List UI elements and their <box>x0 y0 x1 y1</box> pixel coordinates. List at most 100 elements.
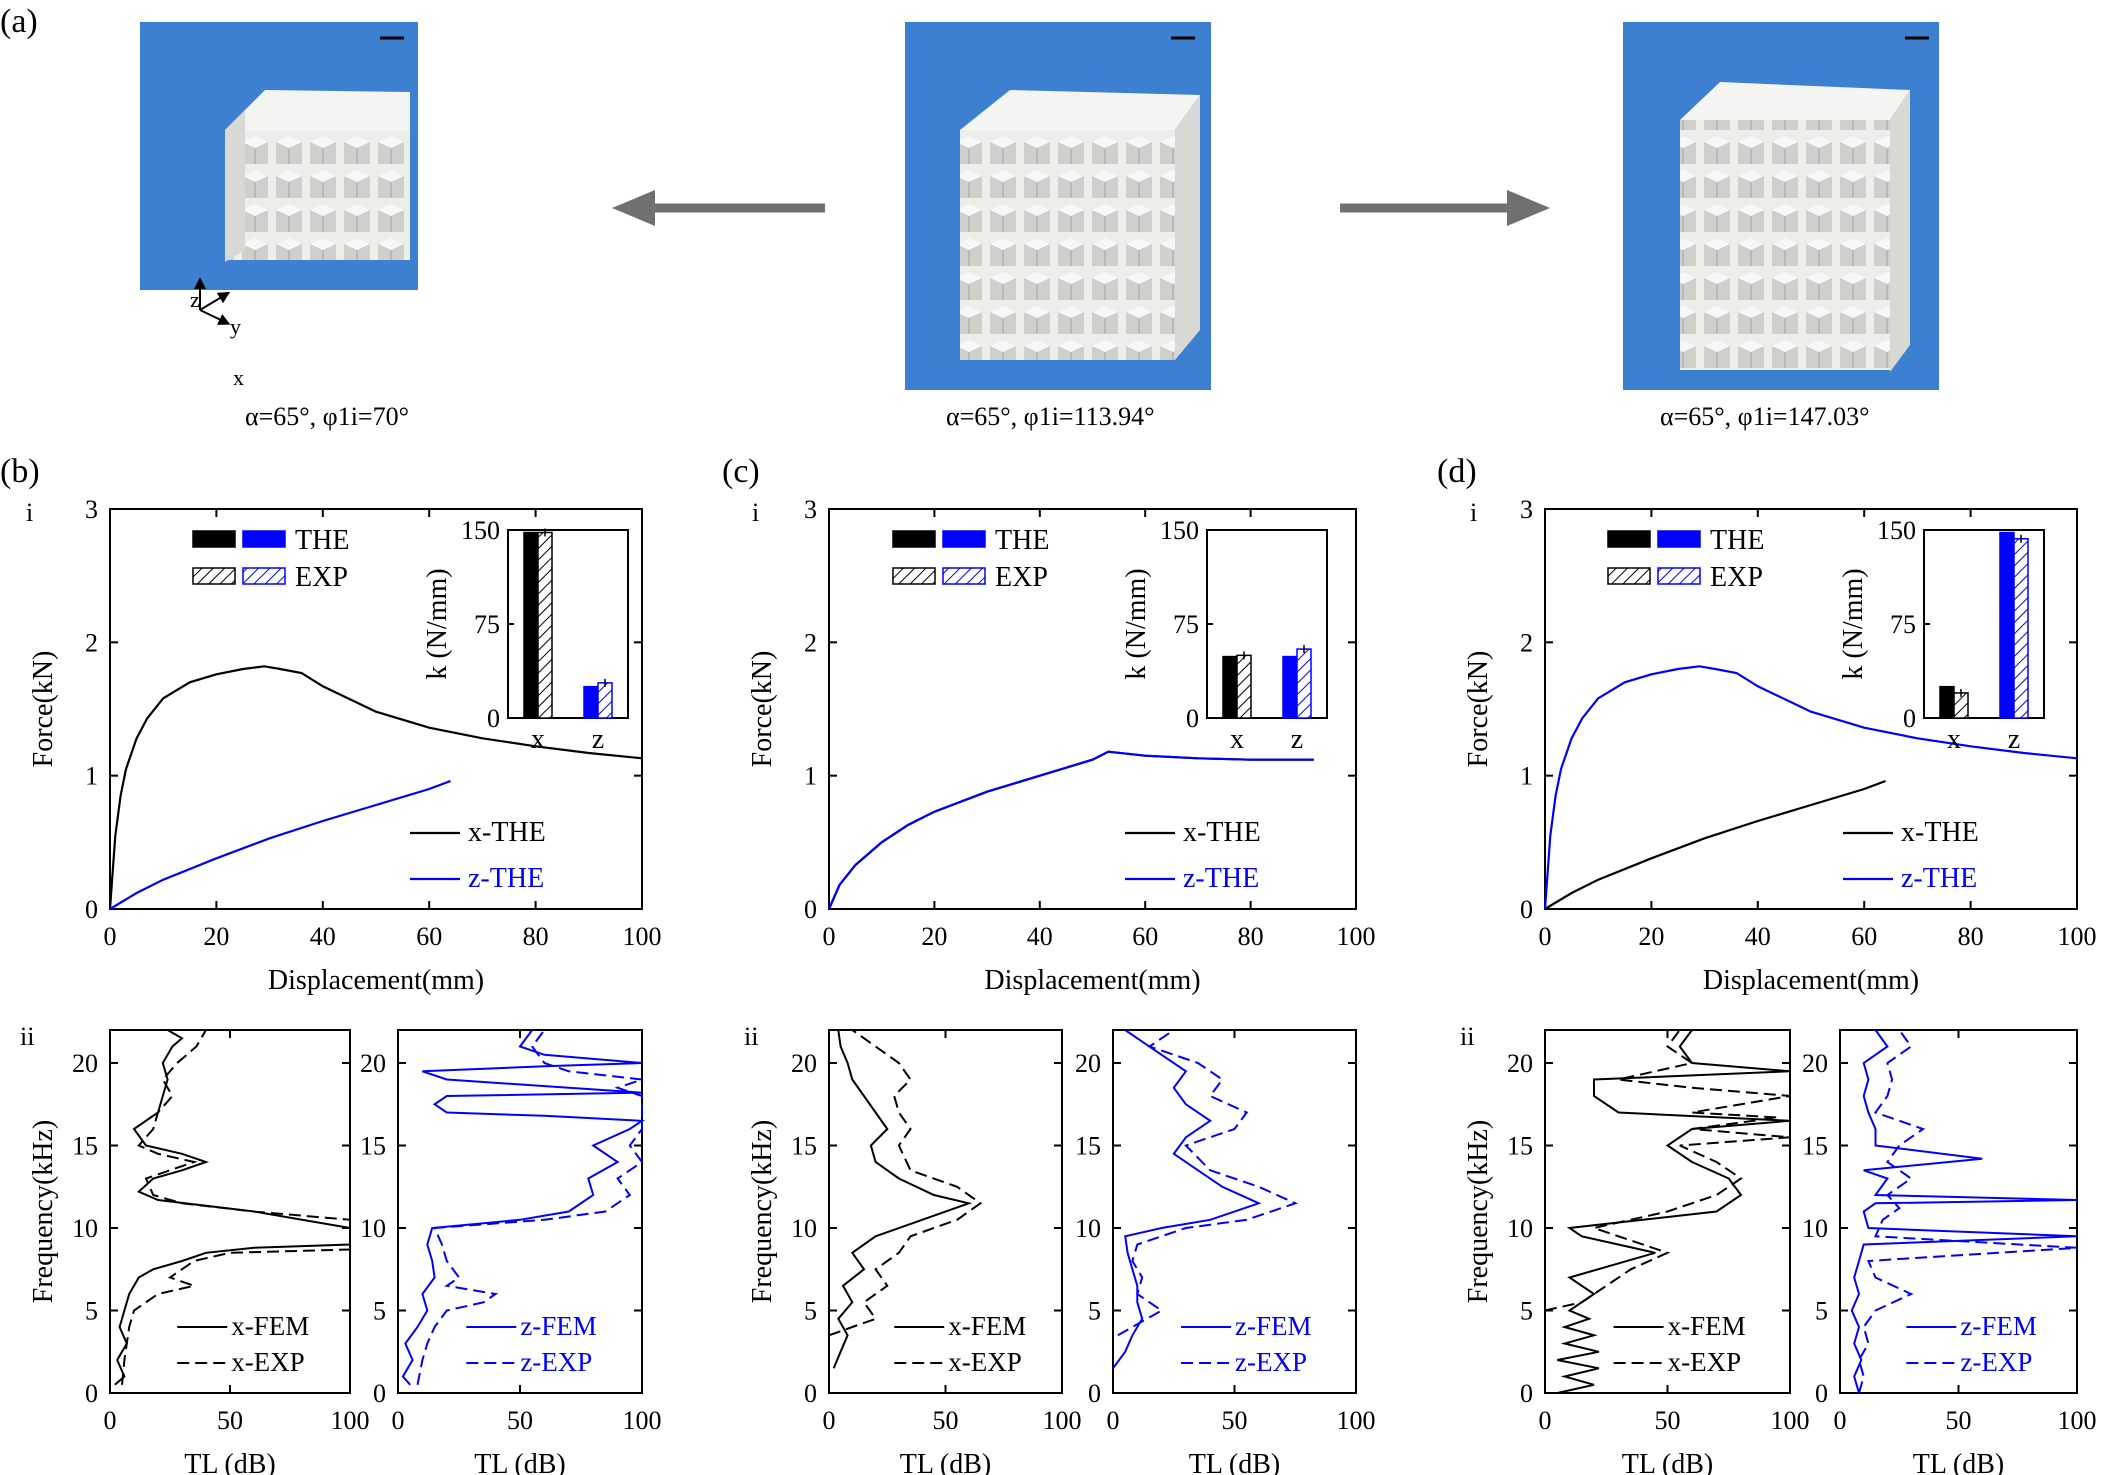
y-tick-label: 10 <box>791 1214 817 1243</box>
inset-bar-chart: 0 75 150 k (N/mm) x z <box>422 516 629 755</box>
x-tick-label: 40 <box>1745 922 1771 951</box>
y-tick-label: 1 <box>1520 762 1533 791</box>
y-tick-label: 0 <box>804 1379 817 1408</box>
inset-bar-EXP-x <box>1236 654 1252 719</box>
series-line-z-THE <box>1543 665 2078 910</box>
legend-label: z-EXP <box>1960 1347 2032 1377</box>
y-tick-label: 20 <box>1075 1049 1101 1078</box>
panel-c-sub-ii: ii <box>744 1022 758 1051</box>
photo-2-lattice-right <box>1175 95 1200 360</box>
chart-c-ii-z: 0 50 100 0 5 10 15 20 TL (dB) z-FEM z-EXP <box>1075 1029 1376 1475</box>
x-tick-label: 60 <box>1851 922 1877 951</box>
panel-d-sub-ii: ii <box>1460 1022 1474 1051</box>
legend-swatch-black <box>192 530 236 548</box>
photo-1-lattice-top <box>225 90 410 130</box>
y-axis-label: Force(kN) <box>747 651 778 768</box>
y-tick-label: 10 <box>1075 1214 1101 1243</box>
series-line-x-THE <box>108 665 643 910</box>
y-tick-label: 0 <box>1815 1379 1828 1408</box>
y-tick-label: 0 <box>1520 1379 1533 1408</box>
x-tick-label: 0 <box>1539 1406 1552 1435</box>
y-tick-label: 15 <box>72 1132 98 1161</box>
legend-swatch-blue <box>242 567 286 585</box>
y-tick-label: 1 <box>804 762 817 791</box>
photo-2-lattice-top <box>960 90 1200 130</box>
x-tick-label: 100 <box>623 1406 662 1435</box>
y-tick-label: 0 <box>85 1379 98 1408</box>
y-tick-label: 1 <box>85 762 98 791</box>
legend-label: x-FEM <box>948 1311 1026 1341</box>
inset-y-axis-label: k (N/mm) <box>1121 568 1152 679</box>
x-tick-label: 20 <box>1638 922 1664 951</box>
series-line-z-THE <box>827 750 1314 910</box>
inset-x-tick-label: x <box>1947 724 1961 755</box>
legend-label: x-EXP <box>948 1347 1022 1377</box>
inset-y-tick-label: 75 <box>1890 610 1916 639</box>
chart-c-i: 0 20 40 60 80 100 0 1 2 3 Displacement(mm) Force(kN… <box>747 495 1376 996</box>
y-tick-label: 10 <box>1802 1214 1828 1243</box>
y-tick-label: 2 <box>804 628 817 657</box>
x-tick-label: 40 <box>310 922 336 951</box>
x-axis-label: TL (dB) <box>1622 1449 1714 1475</box>
photo-2-caption: α=65°, φ1i=113.94° <box>946 402 1155 431</box>
x-axis-label: TL (dB) <box>900 1449 992 1475</box>
photo-1-lattice-left <box>225 110 245 262</box>
photo-2-lattice-block <box>960 130 1175 360</box>
y-tick-label: 15 <box>791 1132 817 1161</box>
x-tick-label: 60 <box>416 922 442 951</box>
inset-bar-THE-z <box>1282 655 1298 719</box>
y-axis-label: Frequency(kHz) <box>28 1120 59 1303</box>
photo-1-y-axis <box>199 291 231 311</box>
axes-box <box>109 508 643 910</box>
inset-x-tick-label: z <box>592 724 604 755</box>
panel-b-sub-i: i <box>26 498 33 527</box>
legend-label: z-EXP <box>520 1347 592 1377</box>
inset-y-axis-label: k (N/mm) <box>422 568 453 679</box>
y-tick-label: 10 <box>1507 1214 1533 1243</box>
y-axis-label: Frequency(kHz) <box>747 1120 778 1303</box>
series-line-x-EXP <box>121 1029 351 1385</box>
legend-label: x-THE <box>1901 817 1979 848</box>
x-tick-label: 100 <box>1771 1406 1810 1435</box>
inset-y-tick-label: 75 <box>1173 610 1199 639</box>
y-tick-label: 2 <box>1520 628 1533 657</box>
inset-y-tick-label: 150 <box>1877 516 1916 545</box>
legend-label: z-THE <box>1901 863 1977 894</box>
y-tick-label: 3 <box>1520 495 1533 524</box>
x-tick-label: 100 <box>1337 1406 1376 1435</box>
inset-bar-EXP-z <box>1296 648 1312 719</box>
photo-2 <box>905 22 1211 390</box>
legend-label: x-FEM <box>231 1311 309 1341</box>
series-line-z-FEM <box>401 1029 646 1386</box>
series-line-x-THE <box>1544 779 1886 910</box>
photo-1-y-label: y <box>230 314 241 339</box>
x-tick-label: 20 <box>921 922 947 951</box>
legend-label: z-EXP <box>1235 1347 1307 1377</box>
y-tick-label: 5 <box>85 1297 98 1326</box>
legend-swatch-black <box>892 530 936 548</box>
y-tick-label: 10 <box>360 1214 386 1243</box>
x-axis-label: Displacement(mm) <box>1703 965 1919 996</box>
legend-swatch-black <box>192 567 236 585</box>
y-tick-label: 0 <box>1520 895 1533 924</box>
y-tick-label: 5 <box>1815 1297 1828 1326</box>
panel-d-label: (d) <box>1437 453 1477 490</box>
legend-swatch-blue <box>942 567 986 585</box>
legend-label: z-FEM <box>520 1311 597 1341</box>
inset-y-axis-label: k (N/mm) <box>1838 568 1869 679</box>
x-tick-label: 0 <box>392 1406 405 1435</box>
y-tick-label: 20 <box>360 1049 386 1078</box>
panel-c-label: (c) <box>722 453 760 490</box>
inset-x-tick-label: x <box>1230 724 1244 755</box>
axes-box <box>109 1029 351 1394</box>
x-tick-label: 0 <box>1107 1406 1120 1435</box>
chart-d-ii-z: 0 50 100 0 5 10 15 20 TL (dB) z-FEM z-EXP <box>1802 1029 2097 1475</box>
arrow-left-head <box>612 190 655 226</box>
x-tick-label: 0 <box>1539 922 1552 951</box>
legend-label: z-FEM <box>1235 1311 1312 1341</box>
inset-x-tick-label: x <box>531 724 545 755</box>
photo-3-lattice-right <box>1890 90 1910 372</box>
y-tick-label: 3 <box>804 495 817 524</box>
y-axis-label: Force(kN) <box>1463 651 1494 768</box>
y-axis-label: Frequency(kHz) <box>1463 1120 1494 1303</box>
